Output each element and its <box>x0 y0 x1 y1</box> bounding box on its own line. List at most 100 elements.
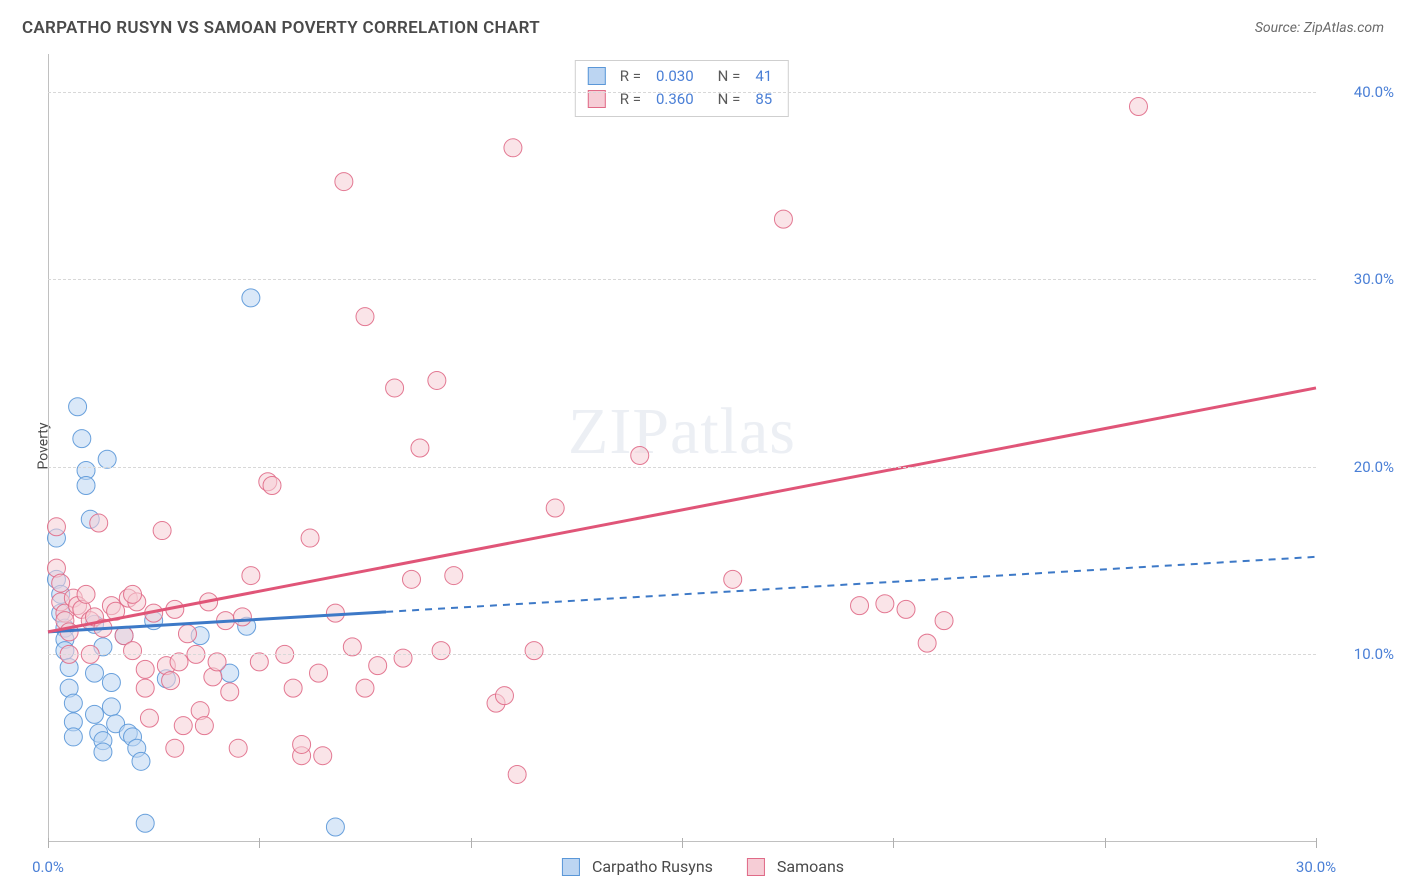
data-point-samoan <box>77 585 95 603</box>
grid-line <box>48 279 1316 280</box>
data-point-samoan <box>504 139 522 157</box>
data-point-samoan <box>301 529 319 547</box>
data-point-samoan <box>386 379 404 397</box>
x-tick-label: 30.0% <box>1296 858 1336 876</box>
data-point-samoan <box>195 717 213 735</box>
data-point-carpatho <box>77 477 95 495</box>
data-point-carpatho <box>326 818 344 836</box>
legend-label: Carpatho Rusyns <box>592 857 713 876</box>
data-point-samoan <box>445 567 463 585</box>
data-point-carpatho <box>136 814 154 832</box>
data-point-carpatho <box>64 728 82 746</box>
correlation-legend: R =0.030N =41R =0.360N =85 <box>575 60 789 117</box>
data-point-samoan <box>724 570 742 588</box>
y-tick-label: 30.0% <box>1354 270 1394 288</box>
data-point-samoan <box>310 664 328 682</box>
x-tick <box>1316 838 1317 848</box>
data-point-samoan <box>90 514 108 532</box>
data-point-samoan <box>432 642 450 660</box>
x-tick <box>1105 838 1106 848</box>
data-point-samoan <box>242 567 260 585</box>
data-point-samoan <box>343 638 361 656</box>
data-point-carpatho <box>132 752 150 770</box>
data-point-samoan <box>284 679 302 697</box>
grid-line <box>48 467 1316 468</box>
data-point-samoan <box>263 477 281 495</box>
data-point-samoan <box>250 653 268 671</box>
y-tick-label: 40.0% <box>1354 83 1394 101</box>
data-point-carpatho <box>85 705 103 723</box>
x-tick <box>259 838 260 848</box>
data-point-samoan <box>136 679 154 697</box>
data-point-samoan <box>124 585 142 603</box>
data-point-samoan <box>876 595 894 613</box>
data-point-samoan <box>369 657 387 675</box>
n-value: 41 <box>755 65 772 88</box>
trend-line-samoan <box>48 388 1316 632</box>
data-point-samoan <box>221 683 239 701</box>
x-tick <box>48 838 49 848</box>
data-point-samoan <box>208 653 226 671</box>
data-point-samoan <box>897 600 915 618</box>
data-point-samoan <box>918 634 936 652</box>
data-point-samoan <box>411 439 429 457</box>
legend-row-carpatho: R = 0.030 N = 41 <box>588 65 772 88</box>
data-point-samoan <box>495 687 513 705</box>
data-point-carpatho <box>85 664 103 682</box>
legend-swatch-carpatho <box>562 858 580 876</box>
data-point-samoan <box>525 642 543 660</box>
data-point-carpatho <box>102 674 120 692</box>
x-tick-label: 0.0% <box>32 858 64 876</box>
y-tick-label: 20.0% <box>1354 458 1394 476</box>
chart-area: ZIPatlas R =0.030N =41R =0.360N =85 10.0… <box>48 54 1316 842</box>
legend-item-samoan: Samoans <box>747 857 844 876</box>
data-point-samoan <box>851 597 869 615</box>
data-point-samoan <box>47 518 65 536</box>
data-point-samoan <box>293 735 311 753</box>
data-point-samoan <box>402 570 420 588</box>
data-point-samoan <box>428 371 446 389</box>
data-point-samoan <box>1129 98 1147 116</box>
data-point-samoan <box>233 608 251 626</box>
r-label: R = <box>620 65 641 88</box>
data-point-carpatho <box>98 450 116 468</box>
legend-item-carpatho: Carpatho Rusyns <box>562 857 713 876</box>
data-point-samoan <box>935 612 953 630</box>
data-point-samoan <box>631 447 649 465</box>
data-point-samoan <box>774 210 792 228</box>
x-tick <box>682 838 683 848</box>
data-point-samoan <box>166 739 184 757</box>
data-point-samoan <box>162 672 180 690</box>
series-legend: Carpatho Rusyns Samoans <box>562 857 844 876</box>
plot-region: ZIPatlas R =0.030N =41R =0.360N =85 10.0… <box>48 54 1316 842</box>
n-label: N = <box>718 65 741 88</box>
x-tick <box>893 838 894 848</box>
data-point-samoan <box>140 709 158 727</box>
x-tick <box>471 838 472 848</box>
data-point-samoan <box>136 660 154 678</box>
data-point-samoan <box>124 642 142 660</box>
chart-header: CARPATHO RUSYN VS SAMOAN POVERTY CORRELA… <box>0 0 1406 52</box>
data-point-samoan <box>335 173 353 191</box>
data-point-samoan <box>314 747 332 765</box>
legend-swatch-carpatho <box>588 67 606 85</box>
plot-svg <box>48 54 1316 842</box>
chart-title: CARPATHO RUSYN VS SAMOAN POVERTY CORRELA… <box>22 18 540 38</box>
r-value: 0.030 <box>656 65 694 88</box>
legend-swatch-samoan <box>747 858 765 876</box>
y-tick-label: 10.0% <box>1354 645 1394 663</box>
grid-line <box>48 654 1316 655</box>
data-point-carpatho <box>94 743 112 761</box>
legend-label: Samoans <box>777 857 844 876</box>
data-point-samoan <box>508 765 526 783</box>
grid-line <box>48 92 1316 93</box>
data-point-samoan <box>229 739 247 757</box>
data-point-samoan <box>153 522 171 540</box>
data-point-carpatho <box>64 694 82 712</box>
data-point-carpatho <box>102 698 120 716</box>
data-point-samoan <box>170 653 188 671</box>
data-point-samoan <box>52 574 70 592</box>
data-point-samoan <box>356 308 374 326</box>
data-point-samoan <box>546 499 564 517</box>
chart-source: Source: ZipAtlas.com <box>1255 20 1384 36</box>
